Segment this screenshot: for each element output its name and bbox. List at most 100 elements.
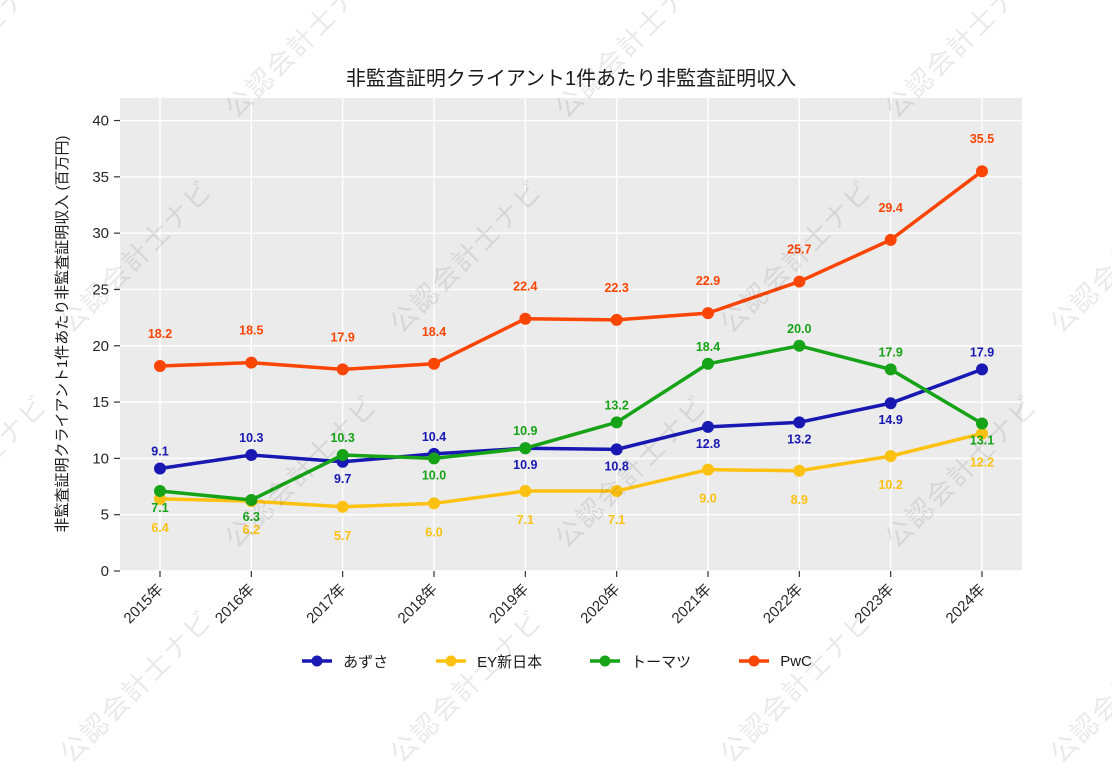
data-label: 13.1 bbox=[970, 433, 994, 447]
legend-label: トーマツ bbox=[631, 653, 692, 671]
y-tick-label: 0 bbox=[101, 563, 109, 580]
data-label: 7.1 bbox=[151, 501, 168, 515]
data-point bbox=[976, 417, 988, 430]
legend-item: EY新日本 bbox=[434, 651, 542, 672]
data-point bbox=[702, 307, 714, 320]
data-label: 18.4 bbox=[696, 340, 720, 354]
data-point bbox=[793, 275, 806, 288]
data-point bbox=[519, 485, 532, 498]
data-point bbox=[976, 165, 988, 178]
legend: あずさ EY新日本 トーマツ PwC bbox=[0, 646, 1112, 676]
x-tick-label: 2024年 bbox=[943, 581, 989, 627]
data-label: 20.0 bbox=[787, 322, 811, 336]
y-tick-label: 10 bbox=[92, 450, 109, 467]
data-point bbox=[154, 360, 166, 373]
legend-marker-icon bbox=[739, 655, 770, 667]
legend-marker-icon bbox=[302, 655, 333, 667]
data-label: 29.4 bbox=[878, 201, 902, 215]
data-label: 5.7 bbox=[334, 529, 351, 543]
x-tick-label: 2023年 bbox=[851, 581, 897, 627]
x-tick-label: 2019年 bbox=[486, 581, 532, 627]
y-tick-label: 20 bbox=[92, 338, 109, 355]
data-point bbox=[428, 497, 440, 510]
data-label: 13.2 bbox=[604, 398, 628, 412]
data-label: 10.9 bbox=[513, 424, 537, 438]
data-label: 6.0 bbox=[425, 525, 442, 539]
data-label: 12.2 bbox=[970, 456, 994, 470]
data-point bbox=[976, 363, 988, 376]
data-point bbox=[976, 427, 988, 440]
data-label: 10.0 bbox=[422, 468, 446, 482]
data-label: 10.9 bbox=[513, 458, 537, 472]
data-label: 17.9 bbox=[970, 345, 994, 359]
legend-marker-icon bbox=[590, 655, 621, 667]
data-point bbox=[793, 464, 806, 477]
data-point bbox=[702, 463, 714, 476]
y-tick-label: 35 bbox=[92, 169, 109, 186]
y-axis-label: 非監査証明クライアント1件あたり非監査証明収入 (百万円) bbox=[54, 136, 71, 533]
legend-label: あずさ bbox=[343, 653, 389, 671]
data-point bbox=[610, 416, 623, 429]
legend-item: PwC bbox=[737, 653, 812, 670]
data-label: 17.9 bbox=[330, 330, 354, 344]
data-label: 6.2 bbox=[243, 523, 260, 537]
data-label: 22.3 bbox=[604, 281, 628, 295]
data-label: 22.9 bbox=[696, 274, 720, 288]
data-point bbox=[610, 313, 623, 326]
y-tick-label: 15 bbox=[92, 394, 109, 411]
y-tick-label: 30 bbox=[92, 225, 109, 242]
data-point bbox=[884, 233, 897, 246]
data-label: 18.4 bbox=[422, 325, 446, 339]
data-label: 9.0 bbox=[699, 492, 716, 506]
data-label: 10.3 bbox=[330, 431, 354, 445]
data-point bbox=[245, 356, 258, 369]
chart-title: 非監査証明クライアント1件あたり非監査証明収入 bbox=[346, 67, 796, 90]
legend-item: あずさ bbox=[300, 651, 388, 672]
data-point bbox=[884, 363, 897, 376]
y-tick-label: 5 bbox=[101, 507, 109, 524]
data-point bbox=[245, 494, 258, 507]
x-tick-label: 2021年 bbox=[669, 581, 715, 627]
data-label: 6.4 bbox=[151, 521, 168, 535]
data-point bbox=[884, 397, 897, 410]
data-point bbox=[793, 339, 806, 352]
data-label: 25.7 bbox=[787, 243, 811, 257]
data-point bbox=[428, 452, 440, 465]
data-label: 12.8 bbox=[696, 437, 720, 451]
data-label: 22.4 bbox=[513, 280, 537, 294]
data-label: 6.3 bbox=[243, 510, 260, 524]
data-point bbox=[702, 357, 714, 370]
data-label: 10.8 bbox=[604, 459, 628, 473]
x-tick-label: 2016年 bbox=[212, 581, 258, 627]
series-line-2 bbox=[158, 344, 984, 502]
series-line-0 bbox=[158, 367, 984, 471]
data-point bbox=[336, 500, 349, 513]
data-point bbox=[336, 363, 349, 376]
data-point bbox=[519, 442, 532, 455]
data-point bbox=[793, 416, 806, 429]
data-label: 9.1 bbox=[151, 445, 168, 459]
data-point bbox=[154, 462, 166, 475]
data-point bbox=[610, 443, 623, 456]
data-label: 9.7 bbox=[334, 472, 351, 486]
data-label: 8.9 bbox=[791, 493, 808, 507]
y-tick-label: 25 bbox=[92, 281, 109, 298]
data-label: 10.3 bbox=[239, 431, 263, 445]
data-point bbox=[610, 485, 623, 498]
x-tick-label: 2018年 bbox=[395, 581, 441, 627]
x-tick-label: 2022年 bbox=[760, 581, 806, 627]
data-point bbox=[702, 420, 714, 433]
y-tick-label: 40 bbox=[92, 113, 109, 130]
series-line-3 bbox=[158, 169, 984, 372]
series-line-1 bbox=[158, 431, 984, 509]
x-tick-label: 2017年 bbox=[303, 581, 349, 627]
legend-marker-icon bbox=[436, 655, 467, 667]
data-label: 14.9 bbox=[878, 413, 902, 427]
data-label: 13.2 bbox=[787, 432, 811, 446]
plot-root: 0 5 10 15 20 25 30 35 40 2015年 2016年 2017年 2018年 2019… bbox=[92, 98, 1022, 627]
data-label: 35.5 bbox=[970, 132, 994, 146]
data-point bbox=[428, 357, 440, 370]
data-label: 18.2 bbox=[148, 327, 172, 341]
data-label: 10.2 bbox=[878, 478, 902, 492]
